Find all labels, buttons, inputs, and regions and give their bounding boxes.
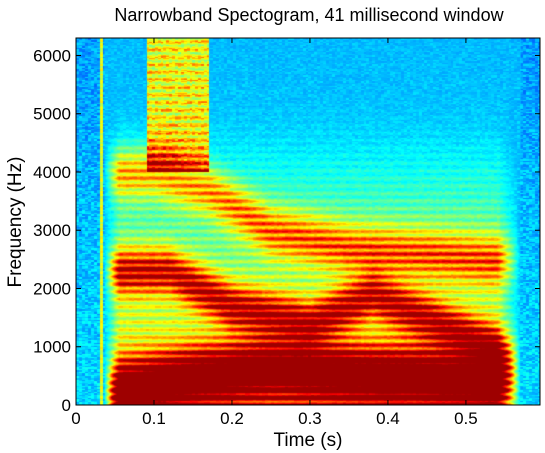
x-tick-label: 0.3: [298, 409, 322, 428]
chart-title: Narrowband Spectogram, 41 millisecond wi…: [114, 5, 504, 25]
y-tick-label: 3000: [33, 221, 71, 240]
x-tick-label: 0.5: [454, 409, 478, 428]
y-tick-label: 4000: [33, 163, 71, 182]
y-tick-label: 0: [62, 396, 71, 415]
y-tick-label: 1000: [33, 338, 71, 357]
x-tick-label: 0.2: [220, 409, 244, 428]
x-tick-label: 0: [71, 409, 80, 428]
y-axis: 0 1000 2000 3000 4000 5000 6000: [33, 46, 540, 415]
y-axis-label: Frequency (Hz): [5, 157, 26, 288]
y-tick-label: 5000: [33, 105, 71, 124]
y-tick-label: 6000: [33, 46, 71, 65]
spectrogram-image-frame: [76, 38, 540, 405]
spectrogram-heatmap: [76, 38, 540, 405]
x-tick-label: 0.4: [376, 409, 400, 428]
x-axis-label: Time (s): [274, 430, 343, 451]
x-axis: 0 0.1 0.2 0.3 0.4 0.5: [71, 38, 478, 428]
x-tick-label: 0.1: [142, 409, 166, 428]
plot-area: [75, 37, 541, 406]
y-tick-label: 2000: [33, 279, 71, 298]
plot-frame: [75, 37, 541, 406]
